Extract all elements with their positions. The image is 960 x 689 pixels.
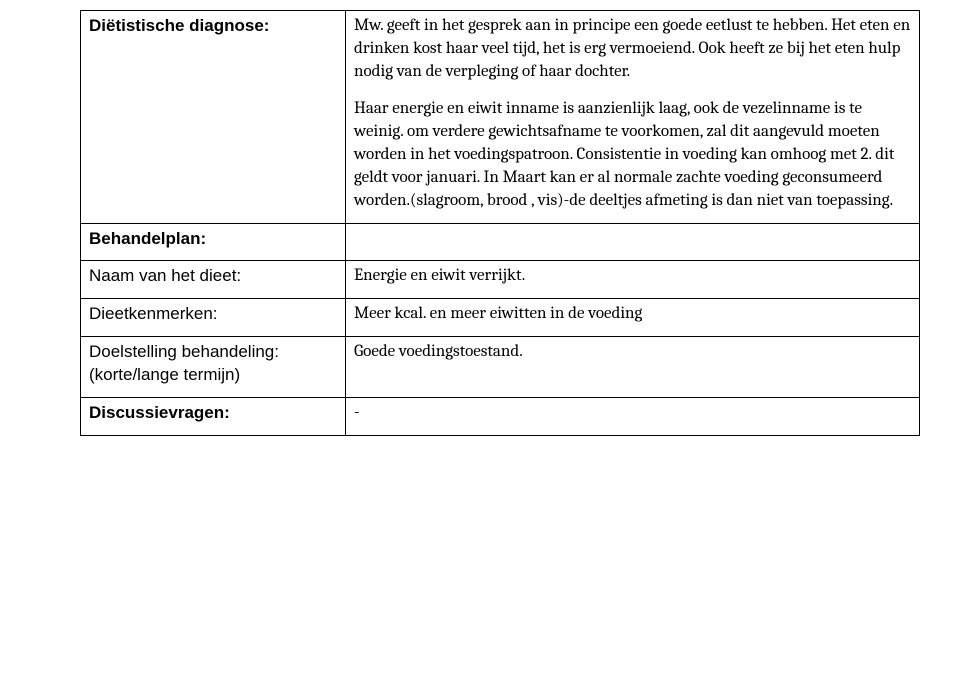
row-dieetnaam: Naam van het dieet: Energie en eiwit ver… bbox=[81, 261, 920, 299]
value-dieetnaam: Energie en eiwit verrijkt. bbox=[346, 261, 920, 299]
row-behandelplan: Behandelplan: bbox=[81, 223, 920, 261]
row-dieetkenmerken: Dieetkenmerken: Meer kcal. en meer eiwit… bbox=[81, 299, 920, 337]
label-doelstelling-line2: (korte/lange termijn) bbox=[89, 365, 240, 384]
page-container: Diëtistische diagnose: Mw. geeft in het … bbox=[0, 0, 960, 456]
row-diagnose: Diëtistische diagnose: Mw. geeft in het … bbox=[81, 11, 920, 224]
row-doelstelling: Doelstelling behandeling: (korte/lange t… bbox=[81, 337, 920, 398]
label-doelstelling-line1: Doelstelling behandeling: bbox=[89, 342, 279, 361]
label-doelstelling: Doelstelling behandeling: (korte/lange t… bbox=[81, 337, 346, 398]
row-discussie: Discussievragen: - bbox=[81, 398, 920, 436]
value-behandelplan bbox=[346, 223, 920, 261]
value-discussie: - bbox=[346, 398, 920, 436]
label-behandelplan: Behandelplan: bbox=[81, 223, 346, 261]
value-diagnose: Mw. geeft in het gesprek aan in principe… bbox=[346, 11, 920, 224]
label-diagnose: Diëtistische diagnose: bbox=[81, 11, 346, 224]
document-table: Diëtistische diagnose: Mw. geeft in het … bbox=[80, 10, 920, 436]
label-discussie: Discussievragen: bbox=[81, 398, 346, 436]
label-dieetkenmerken: Dieetkenmerken: bbox=[81, 299, 346, 337]
diagnose-paragraph-2: Haar energie en eiwit inname is aanzienl… bbox=[354, 98, 911, 213]
value-doelstelling: Goede voedingstoestand. bbox=[346, 337, 920, 398]
diagnose-paragraph-1: Mw. geeft in het gesprek aan in principe… bbox=[354, 15, 911, 84]
value-dieetkenmerken: Meer kcal. en meer eiwitten in de voedin… bbox=[346, 299, 920, 337]
label-dieetnaam: Naam van het dieet: bbox=[81, 261, 346, 299]
